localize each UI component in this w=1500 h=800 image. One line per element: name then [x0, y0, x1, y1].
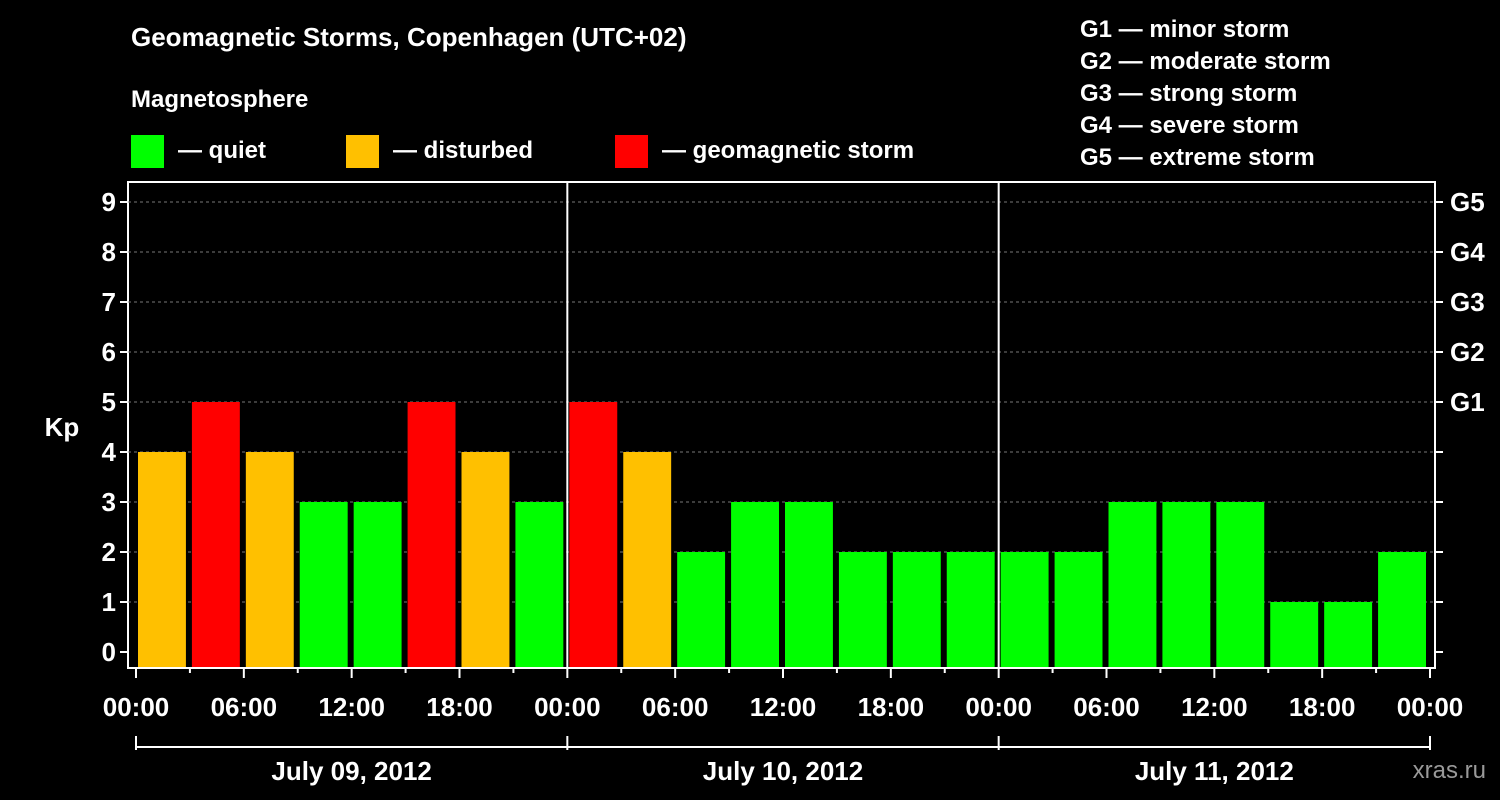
legend-label-disturbed: — disturbed [393, 137, 534, 164]
kp-bar [353, 502, 402, 667]
y-tick-label: 3 [102, 487, 116, 517]
kp-bar [1108, 502, 1157, 667]
legend-swatch-storm [615, 134, 648, 168]
x-tick-label: 18:00 [426, 692, 493, 722]
x-tick-label: 12:00 [750, 692, 817, 722]
kp-bar [515, 502, 564, 667]
legend-label-storm: — geomagnetic storm [662, 137, 915, 164]
x-tick-label: 00:00 [965, 692, 1032, 722]
kp-bar [1054, 552, 1103, 667]
y-tick-label: 2 [102, 537, 116, 567]
kp-bar [1216, 502, 1265, 667]
y-tick-label: 6 [102, 337, 116, 367]
watermark: xras.ru [1412, 757, 1486, 784]
y-tick-label: 5 [102, 387, 116, 417]
legend-item-storm: — geomagnetic storm [615, 134, 914, 168]
x-tick-label: 00:00 [103, 692, 170, 722]
y-tick-label: 4 [102, 437, 117, 467]
legend-swatch-quiet [131, 134, 164, 168]
kp-bar [191, 402, 240, 667]
storm-level-list: G1 — minor storm G2 — moderate storm G3 … [1080, 14, 1331, 174]
chart-title: Geomagnetic Storms, Copenhagen (UTC+02) [131, 22, 687, 52]
y-tick-label: 9 [102, 187, 116, 217]
kp-bar [1000, 552, 1049, 667]
y-axis-label: Kp [45, 412, 80, 442]
kp-bar [731, 502, 779, 667]
legend-heading: Magnetosphere [131, 86, 309, 113]
storm-level-tick-label: G1 [1450, 387, 1485, 417]
y-tick-label: 7 [102, 287, 116, 317]
kp-bar [785, 502, 833, 667]
legend-label-quiet: — quiet [178, 137, 266, 164]
x-tick-label: 00:00 [1397, 692, 1464, 722]
kp-bar [892, 552, 941, 667]
kp-bar [138, 452, 186, 667]
kp-bar [1162, 502, 1211, 667]
legend-item-quiet: — quiet [131, 134, 266, 168]
x-tick-label: 00:00 [534, 692, 601, 722]
storm-level-g4: G4 — severe storm [1080, 112, 1299, 139]
plot-frame [127, 181, 1436, 669]
kp-bar [946, 552, 995, 667]
kp-bar [1324, 602, 1373, 667]
y-tick-label: 0 [102, 637, 116, 667]
storm-level-tick-label: G4 [1450, 237, 1485, 267]
storm-level-tick-label: G5 [1450, 187, 1485, 217]
kp-bar [677, 552, 726, 667]
legend-swatch-disturbed [346, 134, 379, 168]
x-tick-label: 12:00 [1181, 692, 1248, 722]
storm-level-g3: G3 — strong storm [1080, 80, 1298, 107]
y-tick-label: 1 [102, 587, 116, 617]
kp-bar [838, 552, 887, 667]
x-tick-label: 06:00 [642, 692, 709, 722]
x-tick-label: 06:00 [1073, 692, 1140, 722]
kp-bar [1270, 602, 1319, 667]
kp-bar [569, 402, 618, 667]
legend-item-disturbed: — disturbed [346, 134, 533, 168]
day-label: July 11, 2012 [1135, 756, 1294, 786]
day-label: July 09, 2012 [271, 756, 431, 786]
kp-bar [407, 402, 456, 667]
storm-level-g5: G5 — extreme storm [1080, 144, 1315, 171]
x-tick-label: 18:00 [858, 692, 925, 722]
day-label: July 10, 2012 [703, 756, 863, 786]
x-tick-label: 06:00 [211, 692, 278, 722]
kp-bar [245, 452, 294, 667]
kp-bar [299, 502, 348, 667]
storm-level-g2: G2 — moderate storm [1080, 48, 1331, 75]
x-tick-label: 18:00 [1289, 692, 1356, 722]
storm-level-g1: G1 — minor storm [1080, 16, 1290, 43]
storm-level-tick-label: G2 [1450, 337, 1485, 367]
y-tick-label: 8 [102, 237, 116, 267]
kp-bar [623, 452, 672, 667]
x-tick-label: 12:00 [318, 692, 385, 722]
kp-bar [1378, 552, 1426, 667]
storm-level-tick-label: G3 [1450, 287, 1485, 317]
kp-bar [461, 452, 510, 667]
